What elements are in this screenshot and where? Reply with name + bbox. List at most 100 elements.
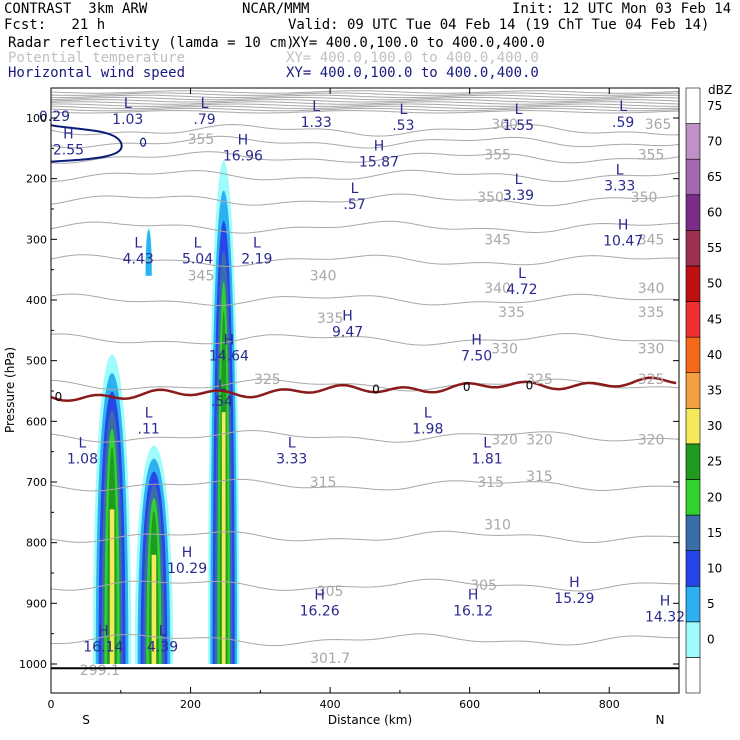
extremum-kind: L [78, 436, 86, 452]
extremum-kind: H [618, 217, 629, 233]
extremum-kind: L [288, 436, 296, 452]
extremum-kind: H [98, 624, 109, 640]
extremum-kind: L [619, 99, 627, 115]
extremum-kind: L [134, 235, 142, 251]
theta-label: 325 [638, 372, 665, 388]
extremum-value: 14.32 [645, 609, 685, 625]
extremum-value: 2.55 [53, 142, 84, 158]
colorbar-unit: dBZ [708, 83, 732, 97]
x-tick-label: 800 [599, 698, 620, 711]
colorbar: 0 5 10 15 20 25 30 35 40 45 50 55 60 65 70 75 [685, 87, 722, 694]
freezing-level-label: 0 [55, 390, 63, 404]
extremum-value: 16.26 [300, 603, 340, 619]
freezing-level-line [51, 376, 677, 403]
theta-label: 315 [526, 469, 553, 485]
colorbar-label: 65 [707, 170, 722, 184]
reflectivity-core-2-max [221, 412, 226, 664]
theta-label: 340 [638, 281, 665, 297]
y-tick-label: 200 [26, 173, 47, 186]
field-reflectivity-xy: XY= 400.0,100.0 to 400.0,400.0 [292, 35, 545, 51]
y-tick-label: 800 [26, 537, 47, 550]
colorbar-swatch [685, 621, 701, 658]
extremum-kind: L [616, 163, 624, 179]
extremum-value: 7.50 [461, 349, 492, 365]
x-tick-label: 600 [459, 698, 480, 711]
freezing-level-label: 0 [372, 382, 380, 396]
extremum-kind: H [569, 575, 580, 591]
theta-label: 340 [310, 269, 337, 285]
theta-contour-upper [51, 96, 679, 101]
extremum-value: 2.19 [241, 251, 272, 267]
theta-contour-line [51, 193, 679, 207]
theta-contour-line [51, 378, 679, 392]
theta-contour-line [51, 633, 679, 647]
colorbar-label: 10 [707, 561, 722, 575]
field-theta-xy: XY= 400.0,100.0 to 400.0,400.0 [286, 50, 539, 66]
theta-contour-line [51, 123, 679, 137]
extremum-value: 1.03 [112, 112, 143, 128]
extremum-value: .11 [138, 421, 160, 437]
theta-contour-line [51, 478, 679, 492]
colorbar-label: 15 [707, 526, 722, 540]
theta-label: 330 [491, 342, 518, 358]
theta-label: 355 [484, 147, 511, 163]
reflectivity-core-3-band-1 [145, 230, 152, 276]
y-tick-label: 300 [26, 233, 47, 246]
colorbar-swatch [685, 123, 701, 160]
extremum-kind: H [182, 545, 193, 561]
theta-label: 355 [188, 132, 215, 148]
colorbar-swatch [685, 550, 701, 587]
theta-label: 335 [498, 305, 525, 321]
theta-contour-upper [51, 101, 679, 105]
colorbar-label: 20 [707, 490, 722, 504]
extremum-kind: H [660, 593, 671, 609]
theta-label: 320 [638, 433, 665, 449]
theta-label: 305 [317, 584, 344, 600]
theta-label: 365 [645, 117, 672, 133]
extremum-kind: L [483, 436, 491, 452]
extremum-kind: H [471, 333, 482, 349]
theta-contour-line [51, 332, 679, 346]
extremum-value: 16.12 [453, 603, 493, 619]
extremum-value: 1.33 [301, 115, 332, 131]
colorbar-swatch [685, 336, 701, 374]
theta-label: 350 [477, 190, 504, 206]
y-tick-label: 700 [26, 476, 47, 489]
theta-contour-line [51, 530, 679, 543]
colorbar-label: 25 [707, 455, 722, 469]
colorbar-swatch [685, 301, 701, 338]
theta-label: 345 [188, 269, 215, 285]
theta-contour-line [51, 293, 679, 307]
institution-label: NCAR/MMM [242, 1, 310, 17]
extremum-value: 1.55 [503, 118, 534, 134]
extremum-kind: L [194, 235, 202, 251]
theta-label: 355 [638, 147, 665, 163]
extremum-kind: H [342, 308, 353, 324]
colorbar-label: 55 [707, 241, 722, 255]
theta-contour-upper [51, 90, 679, 94]
theta-label: 335 [638, 305, 665, 321]
theta-label: 345 [638, 232, 665, 248]
colorbar-label: 60 [707, 206, 722, 220]
extremum-kind: L [124, 96, 132, 112]
x-end-label-north: N [656, 713, 665, 727]
theta-contour-upper [51, 94, 679, 99]
colorbar-swatch [685, 585, 701, 623]
y-axis-label: Pressure (hPa) [3, 347, 17, 433]
model-title: CONTRAST 3km ARW [4, 1, 148, 17]
field-wind-xy: XY= 400.0,100.0 to 400.0,400.0 [286, 65, 539, 81]
theta-label: 305 [470, 578, 497, 594]
theta-label: 335 [317, 311, 344, 327]
theta-contour-line [51, 578, 679, 592]
colorbar-label: 0 [707, 633, 715, 647]
theta-contour-line [51, 151, 679, 164]
extremum-value: 9.47 [332, 324, 363, 340]
extremum-kind: H [238, 132, 249, 148]
forecast-hour: Fcst: 21 h [4, 17, 106, 33]
colorbar-label: 40 [707, 348, 722, 362]
y-tick-label: 100 [26, 112, 47, 125]
valid-time: Valid: 09 UTC Tue 04 Feb 14 (19 ChT Tue … [288, 17, 710, 33]
theta-label: 360 [491, 117, 518, 133]
extremum-value: 4.39 [147, 640, 178, 656]
extremum-value: .54 [211, 394, 233, 410]
